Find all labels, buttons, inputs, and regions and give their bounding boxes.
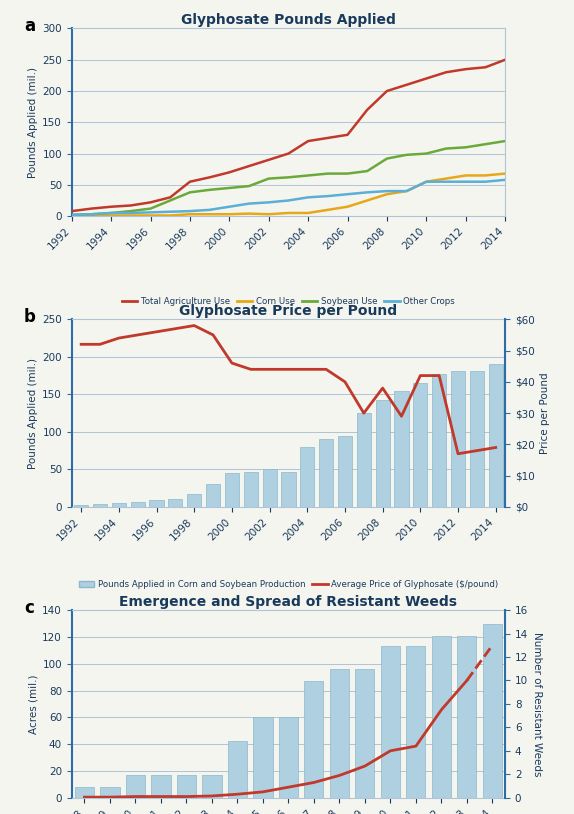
Bar — [168, 499, 183, 507]
Bar — [187, 494, 201, 507]
Bar — [225, 473, 239, 507]
Title: Glyphosate Price per Pound: Glyphosate Price per Pound — [179, 304, 398, 318]
Bar — [406, 646, 425, 798]
Bar — [93, 504, 107, 507]
Bar — [488, 365, 503, 507]
Bar — [432, 636, 451, 798]
Bar — [304, 681, 324, 798]
Bar — [457, 636, 476, 798]
Bar — [100, 787, 119, 798]
Bar — [338, 435, 352, 507]
Bar — [262, 470, 277, 507]
Bar — [281, 471, 296, 507]
Bar — [126, 775, 145, 798]
Text: b: b — [24, 308, 36, 326]
Y-axis label: Number of Resistant Weeds: Number of Resistant Weeds — [532, 632, 542, 777]
Bar — [375, 400, 390, 507]
Bar — [355, 669, 374, 798]
Bar — [413, 383, 428, 507]
Y-axis label: Pounds Applied (mil.): Pounds Applied (mil.) — [28, 67, 38, 177]
Bar — [149, 500, 164, 507]
Text: a: a — [24, 17, 35, 35]
Legend: Total Agriculture Use, Corn Use, Soybean Use, Other Crops: Total Agriculture Use, Corn Use, Soybean… — [118, 294, 459, 309]
Bar — [483, 624, 502, 798]
Bar — [381, 646, 400, 798]
Bar — [206, 484, 220, 507]
Bar — [356, 414, 371, 507]
Bar — [330, 669, 349, 798]
Legend: Pounds Applied in Corn and Soybean Production, Average Price of Glyphosate ($/po: Pounds Applied in Corn and Soybean Produ… — [75, 577, 502, 593]
Bar — [131, 501, 145, 507]
Bar — [279, 717, 298, 798]
Bar — [451, 371, 465, 507]
Bar — [228, 742, 247, 798]
Bar — [244, 472, 258, 507]
Bar — [74, 505, 88, 507]
Bar — [394, 391, 409, 507]
Bar — [432, 374, 446, 507]
Text: c: c — [24, 599, 34, 617]
Title: Emergence and Spread of Resistant Weeds: Emergence and Spread of Resistant Weeds — [119, 595, 457, 609]
Bar — [253, 717, 273, 798]
Bar — [112, 503, 126, 507]
Bar — [203, 775, 222, 798]
Bar — [75, 787, 94, 798]
Bar — [470, 371, 484, 507]
Bar — [177, 775, 196, 798]
Title: Glyphosate Pounds Applied: Glyphosate Pounds Applied — [181, 13, 396, 28]
Y-axis label: Acres (mil.): Acres (mil.) — [28, 674, 38, 733]
Bar — [319, 440, 333, 507]
Y-axis label: Pounds Applied (mil.): Pounds Applied (mil.) — [28, 357, 38, 469]
Bar — [300, 447, 315, 507]
Bar — [152, 775, 170, 798]
Y-axis label: Price per Pound: Price per Pound — [540, 372, 550, 454]
